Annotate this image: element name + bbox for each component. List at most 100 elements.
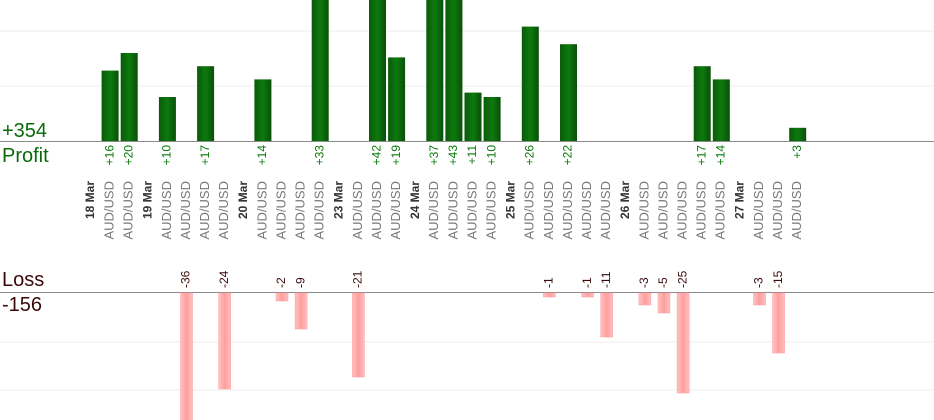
profit-bar [464,92,482,141]
profit-bar [101,70,119,141]
profit-value-label: +42 [370,145,384,166]
pair-label: AUD/USD [293,181,308,240]
profit-bar [369,0,386,142]
profit-value-label: +14 [255,145,269,166]
pair-label: AUD/USD [579,181,594,240]
pair-label: AUD/USD [350,181,365,240]
profit-value-label: +17 [694,145,708,166]
loss-value-label: -9 [293,277,307,288]
profit-bar [388,57,406,141]
pair-label: AUD/USD [464,181,479,240]
profit-total: +354 [2,120,48,142]
profit-bar [254,79,272,141]
loss-bar [676,292,690,394]
loss-bar [753,292,766,306]
date-label: 24 Mar [408,181,422,219]
loss-value-label: -2 [274,277,288,288]
profit-value-label: +33 [312,145,326,166]
pair-label: AUD/USD [197,181,212,240]
date-label: 23 Mar [331,181,345,219]
profit-value-label: +3 [790,145,804,159]
pair-label: AUD/USD [273,181,288,240]
pair-label: AUD/USD [388,181,403,240]
loss-value-label: -3 [752,277,766,288]
profit-value-label: +37 [427,145,441,166]
loss-bar [581,292,594,298]
pair-label: AUD/USD [369,181,384,240]
loss-value-label: -5 [656,277,670,288]
loss-label: Loss [2,269,45,291]
pair-label: AUD/USD [102,181,117,240]
loss-bar [657,292,671,314]
profit-bar [693,66,711,141]
date-label: 19 Mar [140,181,154,219]
profit-value-label: +43 [446,145,460,166]
date-label: 25 Mar [503,181,517,219]
loss-value-label: -3 [637,277,651,288]
profit-value-label: +22 [561,145,575,166]
profit-label: Profit [2,145,49,167]
profit-bar [311,0,329,141]
date-label: 20 Mar [236,181,250,219]
pair-label: AUD/USD [560,181,575,240]
loss-value-label: -36 [179,270,193,288]
loss-value-label: -11 [599,271,613,288]
profit-bar [560,44,577,142]
pair-label: AUD/USD [713,181,728,240]
loss-value-label: -15 [771,270,785,288]
date-label: 26 Mar [618,181,632,219]
date-label: 27 Mar [733,181,747,219]
pair-label: AUD/USD [675,181,690,240]
pair-label: AUD/USD [770,181,785,240]
pair-label: AUD/USD [445,181,460,240]
profit-value-label: +10 [160,145,174,166]
pair-label: AUD/USD [636,181,651,240]
loss-bar [772,292,785,354]
profit-bar [426,0,444,142]
loss-bar [600,292,613,338]
profit-bar [158,97,176,141]
loss-bar [275,292,289,302]
pair-label: AUD/USD [751,181,766,240]
profit-bar [712,79,730,141]
profit-bar [521,26,539,142]
pair-label: AUD/USD [541,181,556,240]
pair-label: AUD/USD [484,181,499,240]
pair-label: AUD/USD [426,181,441,240]
pair-label: AUD/USD [789,181,804,240]
loss-bar [352,292,365,378]
pair-label: AUD/USD [694,181,709,240]
loss-value-label: -24 [217,270,231,288]
loss-bar [543,292,556,298]
pair-label: AUD/USD [159,181,174,240]
profit-bar [445,0,463,141]
profit-bar [789,127,807,141]
profit-bar [197,66,215,141]
profit-value-label: +11 [465,145,479,165]
loss-value-label: -21 [351,270,365,288]
pair-label: AUD/USD [216,181,231,240]
profit-bar [120,53,138,141]
loss-bar [218,292,231,390]
pair-label: AUD/USD [598,181,613,240]
date-label: 18 Mar [83,181,97,219]
loss-bar [638,292,652,306]
loss-value-label: -1 [542,277,556,288]
profit-value-label: +19 [389,145,403,166]
loss-value-label: -1 [580,277,594,288]
pair-label: AUD/USD [522,181,537,240]
profit-value-label: +17 [198,145,212,166]
loss-total: -156 [2,294,43,316]
profit-value-label: +10 [484,145,498,166]
loss-bar [180,292,193,420]
pair-label: AUD/USD [254,181,269,240]
profit-value-label: +16 [102,145,116,166]
pair-label: AUD/USD [178,181,193,240]
profit-value-label: +14 [713,145,727,166]
profit-value-label: +20 [121,145,135,166]
profit-value-label: +26 [522,145,536,166]
pair-label: AUD/USD [312,181,327,240]
pair-label: AUD/USD [121,181,136,240]
loss-bar [294,292,308,330]
